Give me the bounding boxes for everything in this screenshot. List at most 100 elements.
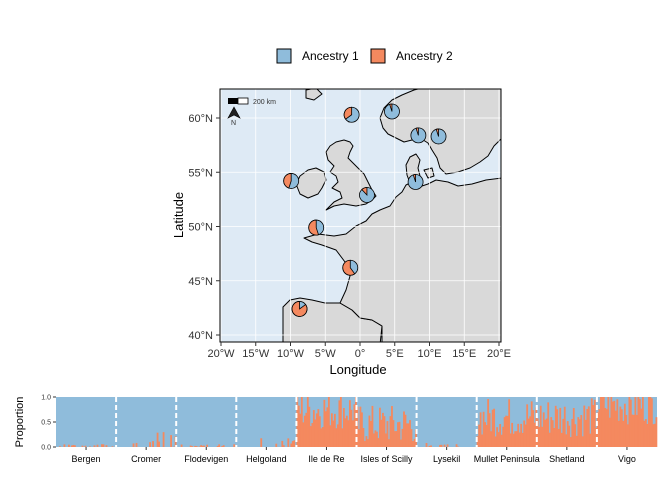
structure-bar: [403, 411, 405, 447]
map-layer: [220, 89, 501, 342]
structure-bar: [602, 397, 605, 447]
structure-bar: [650, 398, 653, 447]
structure-bar: [559, 407, 562, 447]
structure-bar: [646, 423, 649, 447]
structure-bar: [81, 445, 84, 447]
structure-bar: [311, 422, 314, 447]
structure-bar: [105, 445, 108, 447]
structure-bar: [518, 432, 521, 447]
map-x-tick-label: 5°E: [386, 348, 404, 360]
structure-bar: [557, 428, 560, 447]
structure-bar: [605, 409, 608, 447]
structure-bar: [404, 414, 407, 447]
map-x-tick-label: 20°W: [207, 348, 235, 360]
structure-bar: [568, 425, 571, 447]
structure-bar: [548, 432, 551, 447]
structure-bar: [575, 435, 578, 447]
structure-bar: [297, 405, 300, 447]
legend-key-ancestry-2: [370, 48, 386, 64]
pie-slice-ancestry-2: [389, 103, 393, 112]
structure-bar: [556, 409, 559, 447]
structure-bar: [74, 445, 76, 447]
scale-bar-black-segment: [228, 98, 238, 104]
structure-bar: [200, 445, 203, 447]
ancestry-pie: [291, 301, 308, 317]
structure-bar: [625, 414, 628, 447]
structure-bar: [550, 417, 553, 447]
structure-y-tick-label: 0.0: [41, 445, 51, 452]
structure-bar: [455, 444, 458, 447]
map-x-tick-label: 15°E: [452, 348, 476, 360]
structure-bar: [344, 418, 347, 447]
structure-bar: [71, 445, 73, 447]
map-x-tick-label: 20°E: [487, 348, 511, 360]
structure-bar: [542, 412, 545, 447]
land-masses: [282, 89, 501, 342]
structure-bar: [362, 428, 365, 447]
structure-bar: [523, 420, 526, 447]
structure-bar: [614, 410, 617, 447]
structure-bar: [655, 417, 658, 447]
structure-bar: [610, 397, 613, 447]
structure-bars: [59, 397, 658, 447]
structure-bar: [383, 416, 386, 447]
structure-bar: [574, 424, 577, 447]
population-label: Helgoland: [246, 454, 287, 464]
structure-bar: [93, 445, 96, 447]
structure-bar: [293, 440, 296, 447]
structure-bar: [358, 429, 360, 447]
structure-bar: [359, 406, 362, 447]
structure-bar: [84, 445, 87, 447]
structure-bar: [401, 428, 404, 447]
structure-bar: [216, 445, 219, 447]
structure-bar: [584, 419, 587, 447]
ancestry-pie: [410, 127, 427, 144]
structure-bar: [493, 408, 496, 447]
structure-bar: [638, 399, 641, 447]
structure-bar: [287, 438, 290, 447]
pie-slice-ancestry-2: [308, 219, 320, 236]
pie-slice-ancestry-2: [343, 106, 353, 120]
north-arrow: N: [227, 106, 241, 127]
legend-key-ancestry-1: [276, 48, 292, 64]
structure-bar: [599, 397, 602, 447]
structure-bar: [320, 428, 323, 447]
structure-bar: [640, 408, 643, 447]
ancestry-pie: [342, 259, 359, 276]
structure-bar: [577, 417, 580, 447]
structure-bar: [517, 423, 520, 447]
structure-bar: [410, 429, 413, 447]
structure-bar: [397, 422, 399, 447]
ancestry-pie: [308, 219, 325, 236]
structure-bar: [512, 433, 515, 447]
structure-bar: [527, 418, 530, 447]
structure-bar: [649, 397, 652, 447]
structure-bar: [315, 413, 318, 447]
structure-bar: [388, 439, 390, 447]
structure-bar: [367, 439, 369, 447]
structure-bar: [430, 445, 432, 447]
structure-bar: [111, 446, 114, 447]
population-label: Shetland: [549, 454, 585, 464]
structure-bar: [394, 431, 396, 447]
structure-bar: [631, 414, 634, 447]
structure-bar: [379, 407, 381, 447]
structure-bar: [560, 432, 563, 447]
structure-bar: [539, 405, 542, 447]
structure-bar: [317, 409, 320, 447]
structure-bar: [135, 442, 138, 447]
structure-bar: [348, 400, 351, 447]
population-label: Mullet Peninsula: [474, 454, 540, 464]
structure-bar: [345, 415, 348, 447]
map-x-tick-label: 15°W: [242, 348, 270, 360]
structure-bar: [481, 434, 484, 447]
population-separators: [115, 397, 598, 447]
structure-bar: [63, 444, 66, 447]
structure-bar: [440, 444, 443, 447]
ancestry-pie: [283, 173, 300, 189]
structure-x-axis: Bergen Cromer Flodevigen Helgoland Ile de Re…: [72, 447, 636, 464]
map-y-tick-label: 45°N: [188, 276, 213, 288]
structure-bar: [162, 432, 165, 447]
structure-bar: [318, 416, 321, 447]
structure-bar: [505, 415, 508, 447]
